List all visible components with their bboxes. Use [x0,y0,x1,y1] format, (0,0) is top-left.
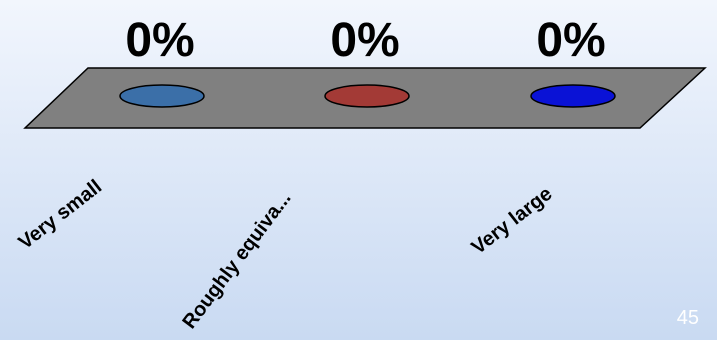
chart-marks [119,84,616,108]
bar-1 [119,84,205,108]
page-number: 45 [676,307,699,329]
value-label-2: 0% [330,14,399,67]
chart-labels: 0% Very small 0% Roughly equiva... 0% Very la… [15,14,606,333]
value-label-1: 0% [125,14,194,67]
value-label-3: 0% [536,14,605,67]
bar-2 [324,84,410,108]
category-label-3: Very large [468,183,557,259]
category-label-2: Roughly equiva... [178,188,295,333]
bar-3 [530,84,616,108]
category-label-1: Very small [15,176,107,254]
